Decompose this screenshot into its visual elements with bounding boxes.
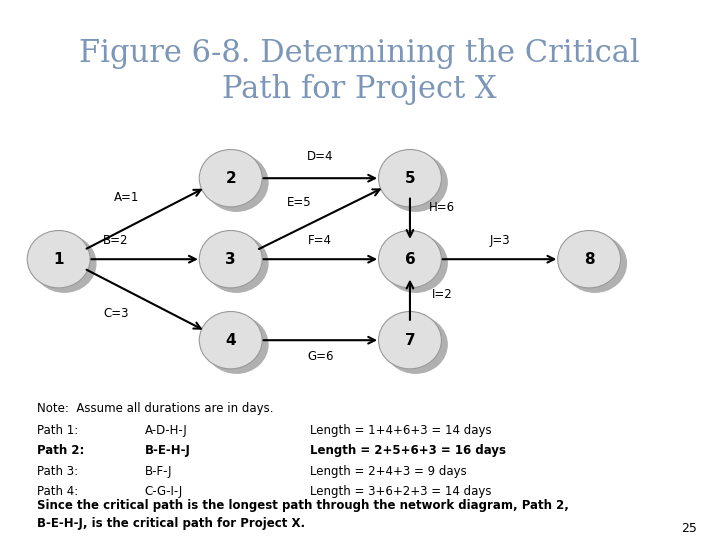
Text: 6: 6: [405, 252, 415, 267]
Text: A-D-H-J: A-D-H-J: [145, 424, 187, 437]
Text: 2: 2: [225, 171, 236, 186]
Text: E=5: E=5: [287, 196, 311, 209]
Ellipse shape: [384, 316, 447, 373]
Text: B=2: B=2: [103, 234, 129, 247]
Ellipse shape: [199, 231, 262, 288]
Text: Length = 2+5+6+3 = 16 days: Length = 2+5+6+3 = 16 days: [310, 444, 505, 457]
Text: Length = 1+4+6+3 = 14 days: Length = 1+4+6+3 = 14 days: [310, 424, 491, 437]
Text: Figure 6-8. Determining the Critical
Path for Project X: Figure 6-8. Determining the Critical Pat…: [79, 38, 640, 105]
Text: C=3: C=3: [103, 307, 129, 320]
Ellipse shape: [205, 316, 268, 373]
Text: 3: 3: [225, 252, 236, 267]
Text: Since the critical path is the longest path through the network diagram, Path 2,: Since the critical path is the longest p…: [37, 500, 569, 530]
Text: C-G-I-J: C-G-I-J: [145, 485, 183, 498]
Ellipse shape: [27, 231, 90, 288]
Ellipse shape: [384, 235, 447, 292]
Text: Path 4:: Path 4:: [37, 485, 78, 498]
Text: F=4: F=4: [308, 234, 333, 247]
Text: 1: 1: [53, 252, 64, 267]
Ellipse shape: [379, 150, 441, 207]
Text: H=6: H=6: [429, 201, 455, 214]
Text: 8: 8: [584, 252, 595, 267]
Ellipse shape: [564, 235, 626, 292]
Text: B-F-J: B-F-J: [145, 465, 172, 478]
Ellipse shape: [33, 235, 96, 292]
Ellipse shape: [205, 235, 268, 292]
Ellipse shape: [558, 231, 621, 288]
Text: Path 1:: Path 1:: [37, 424, 78, 437]
Ellipse shape: [379, 231, 441, 288]
Text: G=6: G=6: [307, 350, 333, 363]
Ellipse shape: [199, 312, 262, 369]
Text: A=1: A=1: [114, 191, 140, 204]
Text: 7: 7: [405, 333, 415, 348]
Text: Length = 2+4+3 = 9 days: Length = 2+4+3 = 9 days: [310, 465, 467, 478]
Text: B-E-H-J: B-E-H-J: [145, 444, 191, 457]
Text: J=3: J=3: [490, 234, 510, 247]
Text: I=2: I=2: [432, 288, 453, 301]
Text: Length = 3+6+2+3 = 14 days: Length = 3+6+2+3 = 14 days: [310, 485, 491, 498]
Text: 5: 5: [405, 171, 415, 186]
Text: 25: 25: [681, 522, 697, 535]
Text: Path 3:: Path 3:: [37, 465, 78, 478]
Text: Note:  Assume all durations are in days.: Note: Assume all durations are in days.: [37, 402, 274, 415]
Text: Path 2:: Path 2:: [37, 444, 84, 457]
Text: 4: 4: [225, 333, 236, 348]
Ellipse shape: [205, 154, 268, 211]
Ellipse shape: [199, 150, 262, 207]
Ellipse shape: [379, 312, 441, 369]
Ellipse shape: [384, 154, 447, 211]
Text: D=4: D=4: [307, 150, 333, 163]
